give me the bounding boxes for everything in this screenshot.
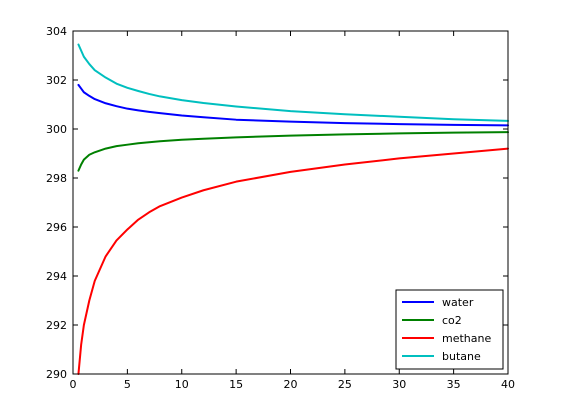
y-tick-label: 304 (46, 25, 67, 38)
legend-label-co2: co2 (442, 314, 462, 327)
ticks-layer: 0 5 10 15 20 25 30 35 40 290 292 294 296 298 300 302 304 (46, 25, 515, 391)
y-tick-label: 290 (46, 368, 67, 381)
x-tick-label: 40 (501, 378, 515, 391)
legend-label-water: water (442, 296, 474, 309)
series-line-co2 (77, 131, 509, 172)
y-tick-label: 292 (46, 319, 67, 332)
legend-label-methane: methane (442, 332, 491, 345)
series-line-water (77, 83, 509, 127)
x-tick-label: 0 (70, 378, 77, 391)
series-line-methane (77, 147, 509, 375)
legend-label-butane: butane (442, 350, 481, 363)
legend: water co2 methane butane (395, 289, 504, 370)
y-tick-label: 298 (46, 172, 67, 185)
y-tick-label: 302 (46, 74, 67, 87)
x-tick-label: 35 (447, 378, 461, 391)
y-tick-label: 300 (46, 123, 67, 136)
x-tick-label: 10 (175, 378, 189, 391)
y-tick-label: 294 (46, 270, 67, 283)
series-layer (77, 43, 509, 375)
x-tick-label: 20 (284, 378, 298, 391)
series-line-butane (77, 43, 509, 122)
x-tick-label: 15 (229, 378, 243, 391)
x-tick-label: 25 (338, 378, 352, 391)
x-tick-label: 30 (392, 378, 406, 391)
y-tick-label: 296 (46, 221, 67, 234)
x-tick-label: 5 (124, 378, 131, 391)
